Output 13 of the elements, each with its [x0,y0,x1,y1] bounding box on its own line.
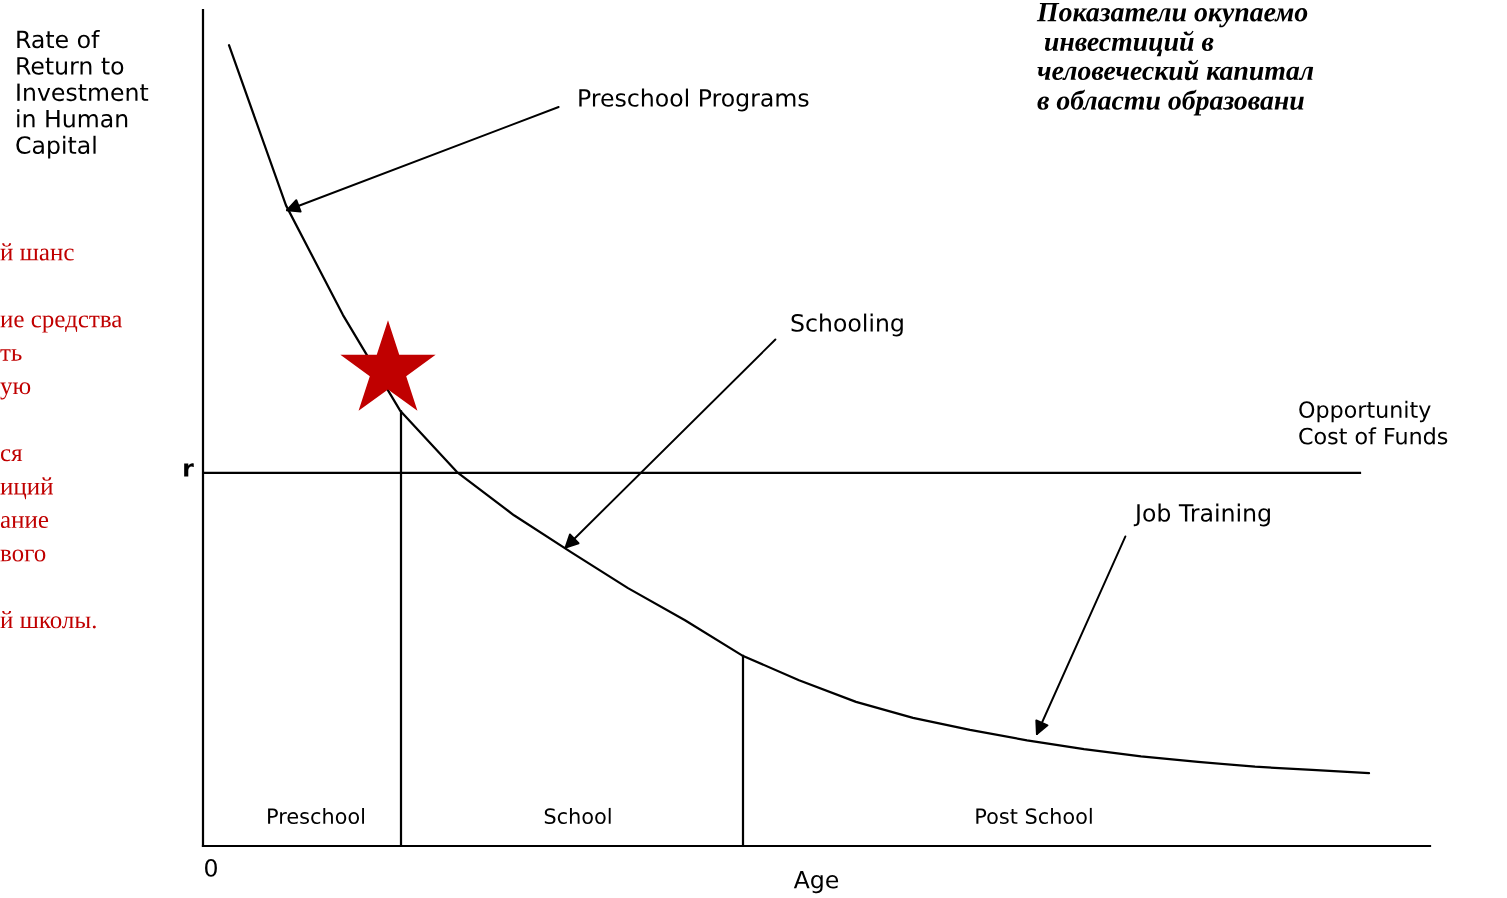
annotation: Schooling [791,313,903,337]
annotation: Preschool [268,807,364,825]
ref-line-label: Opportunity Cost of Funds [1299,400,1448,445]
text: й шанс ие средства ть ую ся иций ание вого й школы. [0,243,123,629]
annotation: Job Training [1133,503,1270,527]
x-axis-title: Age [793,871,839,894]
text: r [184,463,194,477]
text: 0 [205,858,217,877]
annotation: Preschool Programs [579,88,809,112]
annotation: School [544,807,611,825]
annotation: Post School [976,807,1092,825]
y-axis-title: Rate of Return to Investment in Human Capital [16,30,149,159]
chart-title: Показатели окупаемо инвестиций в человеческий капитал в области образовани [1036,3,1314,116]
